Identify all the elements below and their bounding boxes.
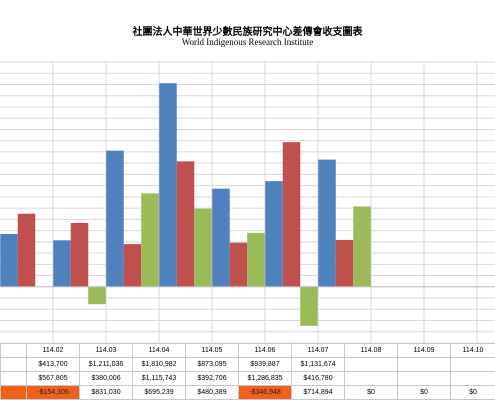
table-cell: $1,810,982 <box>132 357 186 372</box>
table-cell: $480,389 <box>185 385 239 400</box>
table-cell: $0 <box>397 385 451 400</box>
data-table: 114.02 114.03 114.04 114.05 114.06 114.07 114.… <box>0 343 495 400</box>
table-cell <box>0 343 27 358</box>
bar <box>53 240 71 287</box>
bar <box>335 239 354 287</box>
bar <box>159 83 177 287</box>
bar <box>247 232 265 287</box>
bar <box>194 208 212 287</box>
table-cell <box>344 357 398 372</box>
table-row: 114.02 114.03 114.04 114.05 114.06 114.07 114.… <box>0 343 495 358</box>
bar <box>88 286 106 305</box>
table-cell: $1,211,036 <box>79 357 133 372</box>
bar <box>265 181 283 287</box>
bar <box>70 222 89 287</box>
table-cell: $392,706 <box>185 371 239 386</box>
table-cell: $831,030 <box>79 385 133 400</box>
bar <box>229 242 248 287</box>
bar <box>141 193 159 287</box>
bar <box>353 206 371 287</box>
table-cell: $0 <box>344 385 398 400</box>
table-cell <box>397 371 451 386</box>
table-cell: 114.02 <box>26 343 80 358</box>
table-cell <box>450 371 495 386</box>
bar <box>212 188 230 287</box>
chart-subtitle: World Indigenous Research Institute <box>181 37 314 47</box>
bar <box>123 244 142 287</box>
table-cell: $567,805 <box>26 371 80 386</box>
table-row: $413,700 $1,211,036 $1,810,982 $873,095 $939… <box>0 357 495 372</box>
bar <box>176 161 195 287</box>
chart-title: 社團法人中華世界少數民族研究中心差傳會收支圖表 <box>132 27 363 38</box>
table-cell: 114.08 <box>344 343 398 358</box>
bar <box>106 150 124 287</box>
table-cell: $714,894 <box>291 385 345 400</box>
table-cell: $1,286,835 <box>238 371 292 386</box>
table-cell <box>0 371 27 386</box>
table-cell: $695,239 <box>132 385 186 400</box>
table-cell: 114.09 <box>397 343 451 358</box>
table-row: $567,805 $380,006 $1,115,743 $392,706 $1,286… <box>0 371 495 386</box>
bar-prev-month <box>17 213 36 287</box>
table-cell <box>450 357 495 372</box>
table-cell: 114.06 <box>238 343 292 358</box>
bar <box>282 142 301 287</box>
table-cell: $413,700 <box>26 357 80 372</box>
bar-chart <box>0 61 495 343</box>
table-cell: 114.07 <box>291 343 345 358</box>
table-cell: $873,095 <box>185 357 239 372</box>
table-cell: 114.05 <box>185 343 239 358</box>
table-row: -$154,105 $831,030 $695,239 $480,389 -$346,9… <box>0 385 495 400</box>
table-cell: $380,006 <box>79 371 133 386</box>
bar-prev-month <box>0 233 18 287</box>
table-cell: $1,115,743 <box>132 371 186 386</box>
bar <box>300 286 318 326</box>
table-cell <box>344 371 398 386</box>
table-cell: $1,131,674 <box>291 357 345 372</box>
table-cell: 114.04 <box>132 343 186 358</box>
table-cell <box>0 385 27 400</box>
table-cell: $0 <box>450 385 495 400</box>
table-cell: -$154,105 <box>26 385 80 400</box>
table-cell: $416,780 <box>291 371 345 386</box>
bar <box>318 159 336 287</box>
table-cell <box>0 357 27 372</box>
table-cell: 114.10 <box>450 343 495 358</box>
table-cell: 114.03 <box>79 343 133 358</box>
table-cell <box>397 357 451 372</box>
table-cell: -$346,948 <box>238 385 292 400</box>
table-cell: $939,887 <box>238 357 292 372</box>
